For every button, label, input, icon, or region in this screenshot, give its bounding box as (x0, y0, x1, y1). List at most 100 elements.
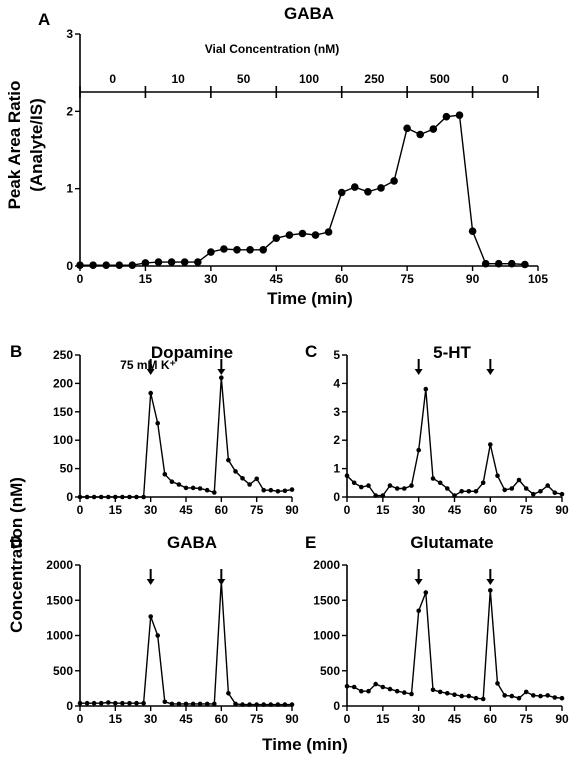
panel-a-vial-label: 50 (237, 72, 251, 86)
panel-b-data-point (77, 494, 83, 500)
panel-c-y-tick-label: 1 (333, 462, 340, 476)
panel-a-data-point (272, 234, 281, 242)
panel-b-data-point (141, 494, 146, 500)
panel-c-y-tick-label: 3 (333, 405, 340, 419)
panel-c-x-tick-label: 75 (519, 503, 533, 517)
panel-d-x-tick-label: 75 (250, 712, 264, 726)
panel-e-stimulus-arrowhead (486, 579, 495, 585)
panel-d-letter: D (10, 533, 22, 552)
panel-d-data-point (134, 700, 139, 706)
panel-a-vial-label: 500 (430, 72, 450, 86)
panel-c-data-point (351, 480, 357, 486)
panel-c-data-point (559, 491, 565, 497)
panel-c-data-point (430, 476, 436, 481)
panel-a-vial-label: 0 (502, 72, 509, 86)
panel-d-plot: 0 500 1000 1500 2000 0 15 30 45 60 75 90 (46, 558, 299, 726)
panel-a-y-tick-label: 1 (66, 182, 73, 196)
panel-a-data-point (455, 111, 464, 119)
panel-e-y-tick-label: 0 (333, 699, 340, 713)
panel-b-x-tick-label: 0 (77, 503, 84, 517)
panel-b-data-point (120, 494, 125, 500)
panel-a-y-tick-label: 2 (66, 104, 73, 118)
panel-c-data-point (473, 489, 479, 494)
panel-b-stimulus-arrowhead (217, 369, 226, 375)
panel-d-data-point (127, 700, 132, 706)
panel-b-y-tick-label: 100 (53, 433, 73, 447)
panel-c-data-point (387, 483, 393, 488)
panel-b-x-tick-label: 60 (215, 503, 229, 517)
panel-e-title: Glutamate (410, 533, 493, 552)
panel-e-plot: 0 500 1000 1500 2000 0 15 30 45 60 75 90 (313, 558, 569, 726)
panel-b-x-tick-label: 75 (250, 503, 264, 517)
panel-a-data-point (337, 188, 346, 197)
panel-e-data-point (416, 608, 422, 614)
panel-a-data-point (416, 130, 425, 139)
panel-c-x-tick-label: 60 (484, 503, 498, 517)
panel-c-data-point (523, 486, 529, 491)
panel-e-x-tick-label: 30 (412, 712, 426, 726)
panel-a-vial-label: 250 (364, 72, 384, 86)
panel-b-data-point (176, 482, 182, 487)
panel-a-x-tick-label: 15 (139, 272, 153, 286)
panel-c-data-point (423, 386, 429, 392)
panel-c-data-point (552, 490, 558, 496)
panel-e-x-tick-label: 0 (344, 712, 351, 726)
panel-e-x-tick-label: 90 (555, 712, 569, 726)
panel-d-data-point (261, 702, 267, 707)
panel-e-data-point (516, 695, 522, 701)
panel-e-data-point (502, 693, 508, 698)
panel-a-data-point (194, 258, 202, 266)
panel-d-x-tick-label: 30 (144, 712, 158, 726)
panel-d-x-tick-label: 15 (109, 712, 123, 726)
panel-c-data-point (416, 447, 422, 453)
panel-d-data-point (289, 702, 295, 707)
panel-a-vial-label: 100 (299, 72, 319, 86)
panel-b-y-tick-label: 150 (53, 405, 73, 419)
panel-c-data-point (344, 473, 350, 479)
panel-a-data-point (377, 184, 385, 192)
panel-a-xlabel: Time (min) (267, 289, 353, 308)
panel-e-data-point (459, 693, 465, 699)
panel-c-data-point (545, 483, 550, 488)
panel-c-data-point (380, 493, 386, 498)
panel-b-data-point (261, 487, 267, 493)
panel-e-data-point (531, 693, 536, 698)
panel-c-data-point (409, 483, 414, 488)
panel-b-data-point (268, 487, 274, 493)
panel-c-data-point (495, 473, 500, 479)
panel-a-title: GABA (284, 4, 334, 23)
panel-d-data-point (91, 700, 97, 706)
panel-b-y-tick-label: 200 (53, 376, 73, 390)
panel-a-data-point (128, 261, 137, 270)
panel-d-data-point (169, 701, 175, 707)
panel-a-data-point (508, 259, 516, 268)
shared-ylabel: Concentration (nM) (7, 477, 26, 633)
panel-c-x-tick-label: 45 (448, 503, 462, 517)
panel-b-data-point (233, 469, 238, 474)
panel-a-data-point (141, 259, 150, 267)
panel-c-data-point (394, 486, 400, 491)
panel-a-data-point (154, 258, 163, 266)
panel-e-data-point (480, 696, 486, 702)
panel-a-data-point (468, 227, 477, 235)
panel-e-data-point (359, 688, 364, 694)
panel-e-x-tick-label: 60 (484, 712, 498, 726)
panel-a-data-point (115, 261, 124, 270)
panel-b-x-tick-label: 30 (144, 503, 158, 517)
panel-d-data-point (84, 700, 90, 706)
panel-d-data-point (275, 702, 281, 707)
panel-a-letter: A (38, 10, 50, 29)
panel-b: B Dopamine 75 mM K⁺ 0 50 100 150 200 250 0 15 30… (10, 342, 299, 517)
panel-a-data-point (180, 258, 189, 266)
panel-e-data-point (437, 689, 443, 695)
panel-d-series-line (80, 581, 292, 706)
panel-c-y-tick-label: 2 (333, 433, 340, 447)
panel-c-stimulus-arrowhead (486, 369, 495, 375)
panel-a-series-line (80, 114, 525, 266)
panel-e-data-point (409, 691, 414, 697)
panel-d-x-tick-label: 0 (77, 712, 84, 726)
panel-a-data-point (298, 229, 307, 238)
panel-d-data-point (113, 700, 118, 706)
